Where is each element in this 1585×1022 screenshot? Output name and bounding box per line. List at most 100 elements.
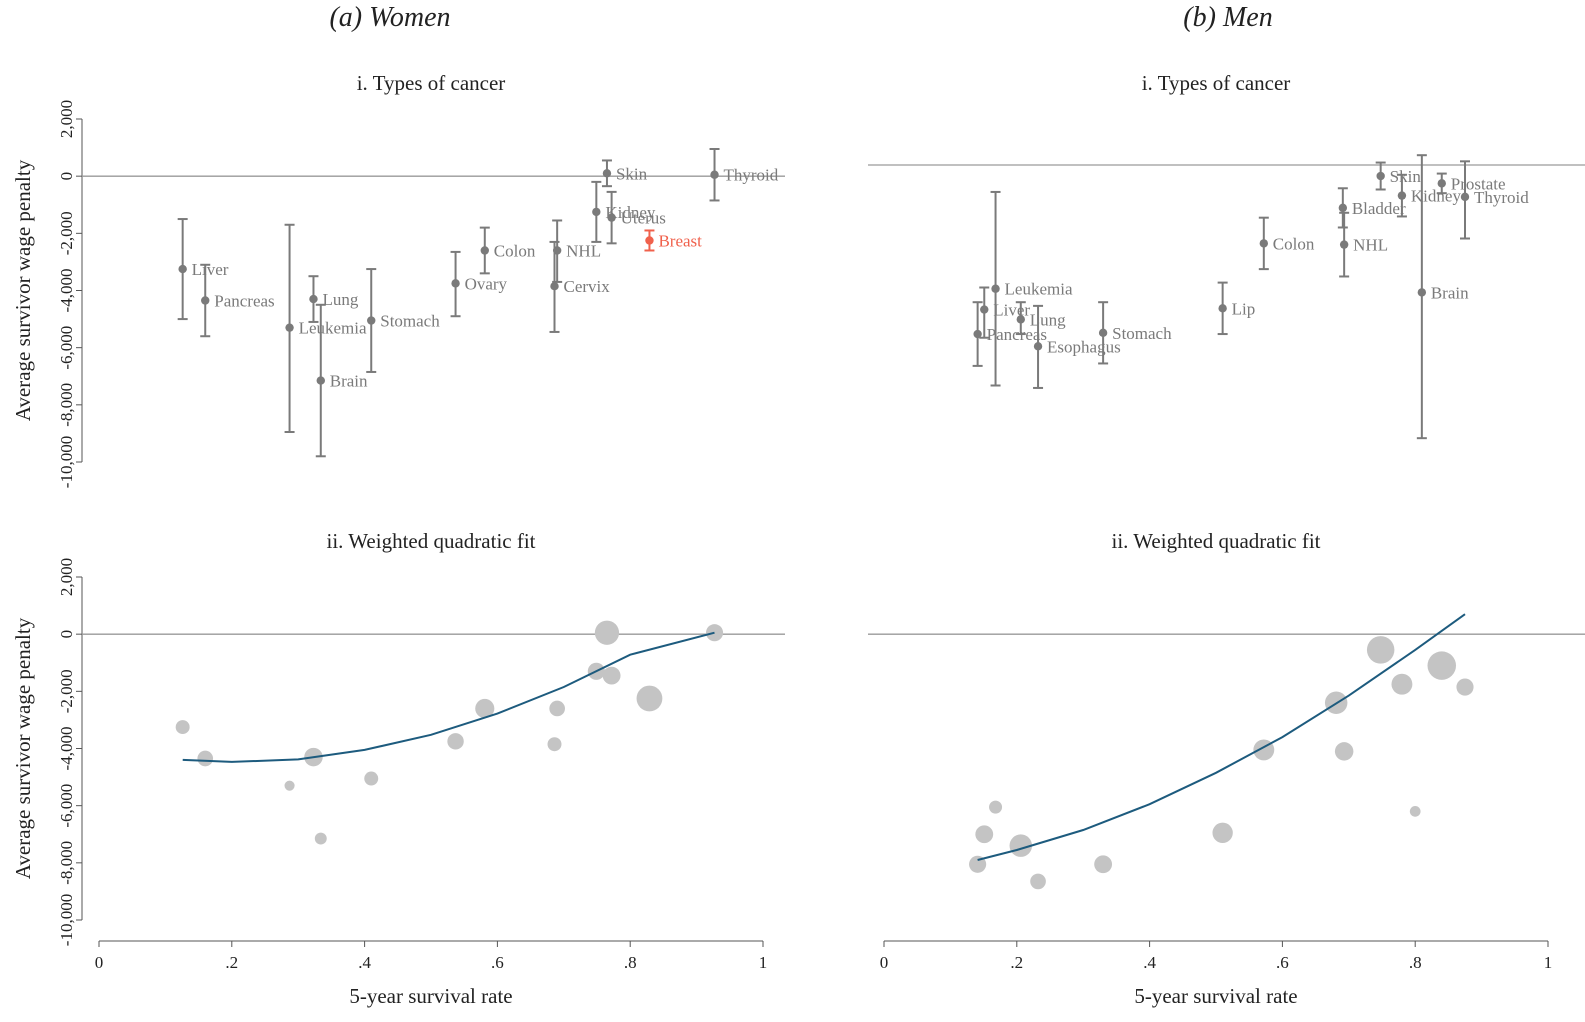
data-label: Skin [616, 164, 648, 183]
point-stomach: Stomach [1098, 301, 1172, 365]
point-breast: Breast [644, 229, 702, 252]
bubble-point [636, 685, 663, 712]
data-point [1417, 288, 1427, 297]
y-tick-label: -4,000 [57, 727, 76, 771]
bubble-point [602, 666, 621, 685]
point-kidney: Kidney [1396, 173, 1461, 218]
point-lip: Lip [1217, 281, 1256, 336]
y-axis-label: Average survivor wage penalty [11, 159, 35, 421]
data-point [316, 376, 325, 385]
x-tick-label: .2 [1010, 953, 1023, 972]
x-tick-label: 1 [1544, 953, 1553, 972]
data-point [550, 282, 559, 291]
data-label: Skin [1390, 167, 1422, 186]
data-label: Leukemia [1005, 280, 1073, 299]
bubble-point [1366, 636, 1395, 664]
data-label: Thyroid [1474, 188, 1529, 207]
chart-women_fit: ii. Weighted quadratic fit 2,000 0 -2,000 -4… [11, 529, 785, 1008]
data-label: Kidney [605, 203, 656, 222]
data-label: Leukemia [299, 319, 367, 338]
data-point [1338, 203, 1348, 213]
bubble-point [989, 800, 1003, 814]
y-tick-label: -10,000 [57, 894, 76, 946]
x-tick-label: .6 [491, 953, 504, 972]
y-tick-label: -2,000 [57, 669, 76, 713]
point-thyroid: Thyroid [1460, 160, 1529, 240]
data-point [980, 305, 989, 314]
data-label: Esophagus [1047, 337, 1121, 356]
y-tick-label: -6,000 [57, 784, 76, 828]
bubble-point [284, 780, 295, 791]
y-tick-label: 2,000 [57, 558, 76, 596]
point-colon: Colon [479, 226, 536, 275]
data-label: Bladder [1352, 199, 1406, 218]
chart-title: i. Types of cancer [1142, 71, 1291, 95]
data-label: Uterus [621, 209, 666, 228]
point-skin: Skin [601, 159, 648, 188]
bubble-point [197, 750, 214, 767]
bubble-point [1030, 873, 1046, 890]
point-kidney: Kidney [591, 180, 656, 243]
data-label: NHL [1353, 236, 1388, 255]
data-point [1376, 171, 1385, 181]
data-label: Stomach [380, 312, 440, 331]
bubble-point [969, 855, 987, 873]
x-tick-label: .4 [1143, 953, 1156, 972]
data-point [592, 207, 601, 217]
data-point [1437, 179, 1446, 188]
y-tick-label: 0 [57, 630, 76, 639]
data-label: Cervix [564, 277, 611, 296]
point-lung: Lung [308, 275, 359, 323]
data-point [201, 296, 210, 305]
bubble-point [475, 698, 495, 719]
x-tick-label: .8 [1409, 953, 1422, 972]
point-colon: Colon [1258, 216, 1315, 271]
data-label: Pancreas [214, 292, 274, 311]
data-label: Lip [1232, 299, 1256, 318]
bubble-point [594, 620, 620, 645]
x-axis-label: 5-year survival rate [349, 984, 512, 1008]
point-nhl: NHL [552, 219, 601, 283]
chart-men_fit: ii. Weighted quadratic fit 0 .2 .4 .6 .8 1 5-ye… [868, 529, 1585, 1008]
data-label: Liver [192, 260, 229, 279]
data-label: Brain [1431, 283, 1469, 302]
data-point [1460, 192, 1470, 202]
point-skin: Skin [1375, 161, 1422, 191]
data-label: NHL [566, 241, 601, 260]
data-point [1259, 239, 1269, 248]
bubble-point [547, 737, 562, 752]
bubble-point [1334, 742, 1354, 761]
data-point [1098, 328, 1108, 338]
bubble-point [705, 624, 724, 642]
data-point [973, 329, 982, 339]
y-tick-label: 0 [57, 172, 76, 181]
y-tick-label: -8,000 [57, 383, 76, 427]
x-tick-label: 0 [880, 953, 889, 972]
x-tick-label: .2 [225, 953, 238, 972]
data-label: Ovary [465, 274, 508, 293]
x-tick-label: .8 [624, 953, 637, 972]
data-label: Colon [494, 241, 536, 260]
bubble-point [1456, 678, 1474, 696]
data-point [1016, 315, 1025, 324]
bubble-point [549, 700, 565, 717]
data-label: Colon [1273, 234, 1315, 253]
point-stomach: Stomach [366, 268, 440, 373]
point-brain: Brain [1416, 154, 1469, 440]
data-label: Stomach [1112, 324, 1172, 343]
data-label: Liver [993, 301, 1030, 320]
y-tick-label: -6,000 [57, 326, 76, 370]
chart-women_types: i. Types of cancer 2,000 0 -2,000 -4,000 -6,0… [11, 71, 785, 488]
bubble-point [1094, 855, 1113, 874]
point-leukemia: Leukemia [284, 223, 367, 433]
data-point [1339, 240, 1349, 249]
chart-title: i. Types of cancer [357, 71, 506, 95]
data-point [309, 294, 318, 304]
y-tick-label: 2,000 [57, 100, 76, 138]
bubble-point [1409, 806, 1421, 817]
data-label: Lung [1030, 310, 1066, 329]
point-nhl: NHL [1339, 211, 1388, 278]
quadratic-fit-line [182, 631, 715, 763]
data-point [991, 284, 1000, 293]
bubble-point [364, 771, 379, 786]
